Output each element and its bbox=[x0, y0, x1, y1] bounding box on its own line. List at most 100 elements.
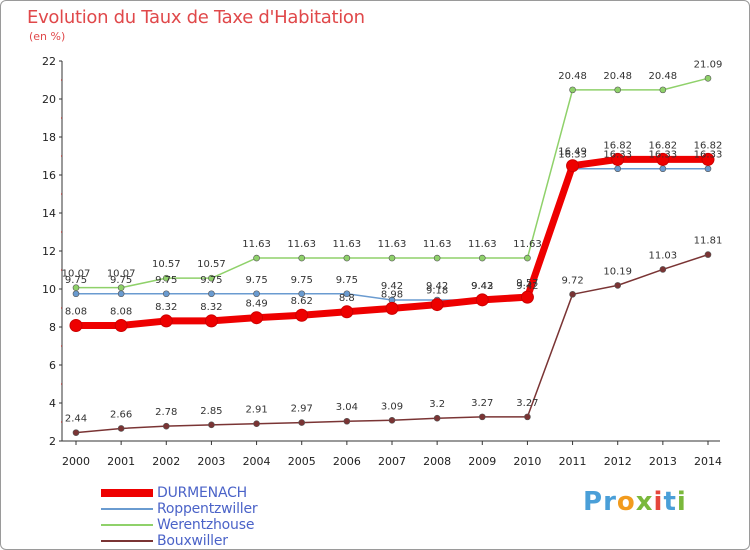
data-point-roppentzwiller bbox=[659, 165, 667, 173]
data-label-werentzhouse: 11.63 bbox=[333, 239, 362, 250]
logo-letter: P bbox=[583, 487, 604, 517]
data-label-roppentzwiller: 9.42 bbox=[471, 281, 493, 292]
data-point-bouxwiller bbox=[253, 420, 260, 428]
y-tick-label: 2 bbox=[49, 435, 56, 448]
data-point-bouxwiller bbox=[117, 425, 125, 432]
x-tick-label: 2004 bbox=[243, 455, 271, 468]
data-label-roppentzwiller: 9.42 bbox=[426, 281, 448, 292]
x-tick-label: 2010 bbox=[513, 455, 541, 468]
line-chart: 2 4 6 8 10 12 14 16 18 20 22 2000 2001 2002 2003 2004 20… bbox=[42, 55, 723, 468]
data-point-durmenach bbox=[114, 318, 128, 332]
y-tick-label: 8 bbox=[49, 321, 56, 334]
data-point-bouxwiller bbox=[162, 422, 170, 430]
data-point-durmenach bbox=[656, 152, 670, 166]
y-tick-label: 20 bbox=[42, 93, 56, 106]
data-label-durmenach: 8.62 bbox=[291, 296, 313, 307]
data-point-werentzhouse bbox=[388, 254, 396, 262]
data-point-werentzhouse bbox=[569, 86, 576, 94]
data-point-roppentzwiller bbox=[253, 290, 260, 298]
y-tick-label: 10 bbox=[42, 283, 56, 296]
data-point-durmenach bbox=[611, 152, 625, 166]
data-label-werentzhouse: 10.07 bbox=[107, 269, 136, 280]
data-point-durmenach bbox=[204, 314, 218, 328]
data-label-roppentzwiller: 9.75 bbox=[110, 275, 132, 286]
data-point-roppentzwiller bbox=[208, 290, 215, 298]
data-label-bouxwiller: 3.09 bbox=[381, 401, 403, 412]
data-point-bouxwiller bbox=[433, 414, 441, 422]
data-point-durmenach bbox=[295, 308, 309, 322]
legend-swatch-werentzhouse bbox=[101, 524, 153, 526]
data-label-werentzhouse: 11.63 bbox=[423, 239, 452, 250]
data-point-werentzhouse bbox=[298, 254, 306, 262]
data-label-bouxwiller: 2.85 bbox=[200, 406, 222, 417]
data-label-werentzhouse: 20.48 bbox=[603, 71, 632, 82]
data-label-bouxwiller: 3.04 bbox=[336, 402, 358, 413]
y-tick-label: 4 bbox=[49, 397, 56, 410]
data-label-werentzhouse: 11.63 bbox=[287, 239, 316, 250]
data-label-durmenach: 9.43 bbox=[471, 281, 493, 292]
logo-letter: o bbox=[616, 487, 636, 517]
data-label-durmenach: 16.82 bbox=[603, 140, 632, 151]
x-tick-label: 2005 bbox=[288, 455, 316, 468]
x-tick-label: 2007 bbox=[378, 455, 406, 468]
data-point-werentzhouse bbox=[343, 254, 351, 262]
data-label-durmenach: 9.18 bbox=[426, 286, 448, 297]
data-point-werentzhouse bbox=[704, 74, 712, 82]
data-label-werentzhouse: 20.48 bbox=[558, 71, 587, 82]
data-label-roppentzwiller: 9.75 bbox=[200, 275, 222, 286]
data-point-durmenach bbox=[430, 298, 444, 312]
data-point-roppentzwiller bbox=[298, 290, 306, 298]
data-label-durmenach: 8.8 bbox=[339, 293, 355, 304]
data-point-bouxwiller bbox=[659, 266, 667, 273]
data-point-bouxwiller bbox=[524, 413, 531, 421]
data-point-roppentzwiller bbox=[162, 290, 170, 298]
data-point-werentzhouse bbox=[659, 86, 667, 94]
data-label-bouxwiller: 2.44 bbox=[65, 414, 87, 425]
legend-label-durmenach: DURMENACH bbox=[157, 485, 247, 501]
logo-letter: i bbox=[676, 487, 687, 517]
data-label-roppentzwiller: 16.33 bbox=[694, 150, 723, 161]
logo-letter: x bbox=[635, 487, 654, 517]
data-label-werentzhouse: 10.07 bbox=[62, 269, 91, 280]
data-label-bouxwiller: 2.78 bbox=[155, 407, 177, 418]
data-label-bouxwiller: 3.27 bbox=[471, 398, 493, 409]
data-point-werentzhouse bbox=[208, 274, 215, 282]
data-label-durmenach: 8.08 bbox=[110, 306, 132, 317]
data-labels-layer: 8.08 8.08 8.32 8.32 8.49 8.62 8.8 8.98 9.18 9.43 9… bbox=[62, 59, 723, 424]
data-label-durmenach: 8.98 bbox=[381, 289, 403, 300]
data-label-durmenach: 8.32 bbox=[155, 302, 177, 313]
data-point-werentzhouse bbox=[117, 284, 125, 291]
data-point-durmenach bbox=[475, 293, 489, 307]
x-tick-label: 2001 bbox=[107, 455, 135, 468]
data-point-werentzhouse bbox=[162, 274, 170, 282]
data-point-durmenach bbox=[385, 301, 399, 315]
data-label-roppentzwiller: 9.75 bbox=[336, 275, 358, 286]
chart-title: Evolution du Taux de Taxe d'Habitation bbox=[27, 7, 365, 28]
data-label-bouxwiller: 2.66 bbox=[110, 409, 132, 420]
data-label-werentzhouse: 11.63 bbox=[378, 239, 407, 250]
data-label-roppentzwiller: 16.33 bbox=[603, 150, 632, 161]
data-label-werentzhouse: 11.63 bbox=[513, 239, 542, 250]
data-point-roppentzwiller bbox=[614, 165, 622, 173]
data-point-bouxwiller bbox=[569, 291, 576, 298]
x-tick-label: 2012 bbox=[604, 455, 632, 468]
data-label-roppentzwiller: 9.42 bbox=[381, 281, 403, 292]
data-point-bouxwiller bbox=[208, 421, 215, 429]
x-tick-label: 2013 bbox=[649, 455, 677, 468]
data-point-durmenach bbox=[566, 159, 580, 173]
data-label-durmenach: 8.08 bbox=[65, 306, 87, 317]
data-label-roppentzwiller: 9.75 bbox=[65, 275, 87, 286]
y-tick-label: 16 bbox=[42, 169, 56, 182]
y-tick-label: 12 bbox=[42, 245, 56, 258]
data-point-bouxwiller bbox=[478, 413, 486, 421]
data-label-werentzhouse: 11.63 bbox=[468, 239, 497, 250]
data-point-bouxwiller bbox=[388, 416, 396, 424]
data-label-bouxwiller: 10.19 bbox=[603, 266, 632, 277]
data-label-durmenach: 16.82 bbox=[694, 140, 723, 151]
series-layer bbox=[69, 74, 715, 436]
data-label-durmenach: 16.82 bbox=[649, 140, 678, 151]
data-point-werentzhouse bbox=[253, 254, 260, 262]
data-point-bouxwiller bbox=[343, 417, 351, 425]
y-tick-label: 14 bbox=[42, 207, 56, 220]
